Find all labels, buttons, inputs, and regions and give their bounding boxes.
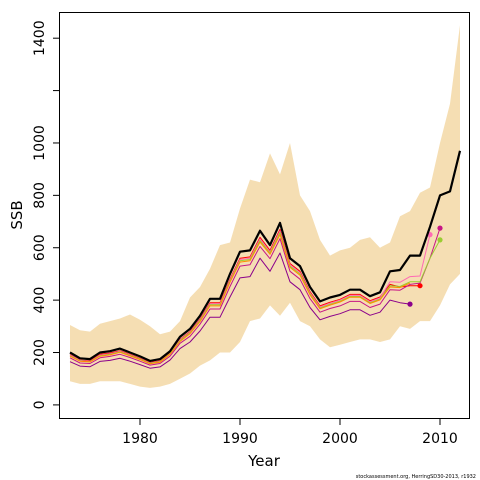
y-tick-label: 600 — [32, 234, 48, 261]
x-tick-label: 1990 — [222, 431, 258, 447]
series-end-point-retro4 — [437, 237, 443, 243]
x-axis-title: Year — [247, 452, 281, 470]
y-tick-label: 0 — [32, 400, 48, 409]
series-end-point-retro1 — [417, 283, 423, 289]
credit-text: stockassessment.org, HerringSD30-2013, r… — [356, 474, 476, 480]
axes: 1980 1990 2000 2010 0 200 400 600 800 1000 1400 — [32, 20, 458, 447]
y-tick-label: 1000 — [32, 125, 48, 161]
x-tick-label: 2010 — [422, 431, 458, 447]
series-line-retro1 — [69, 228, 420, 363]
series-line-retro6 — [69, 234, 411, 365]
x-tick-label: 1980 — [122, 431, 158, 447]
y-tick-label: 1400 — [32, 20, 48, 56]
series-end-point-retro5 — [407, 301, 413, 307]
y-tick-label: 400 — [32, 287, 48, 314]
y-tick-label: 800 — [32, 182, 48, 209]
y-tick-label: 200 — [32, 339, 48, 366]
plot-area — [69, 25, 462, 388]
series-end-point-retro3 — [437, 225, 443, 231]
series-line-retro3 — [69, 227, 441, 366]
x-tick-label: 2000 — [322, 431, 358, 447]
series-line-main — [69, 150, 462, 362]
series-line-retro5 — [69, 252, 411, 369]
y-axis-title: SSB — [8, 200, 26, 229]
plot-frame — [59, 12, 470, 419]
confidence-band — [70, 25, 460, 388]
